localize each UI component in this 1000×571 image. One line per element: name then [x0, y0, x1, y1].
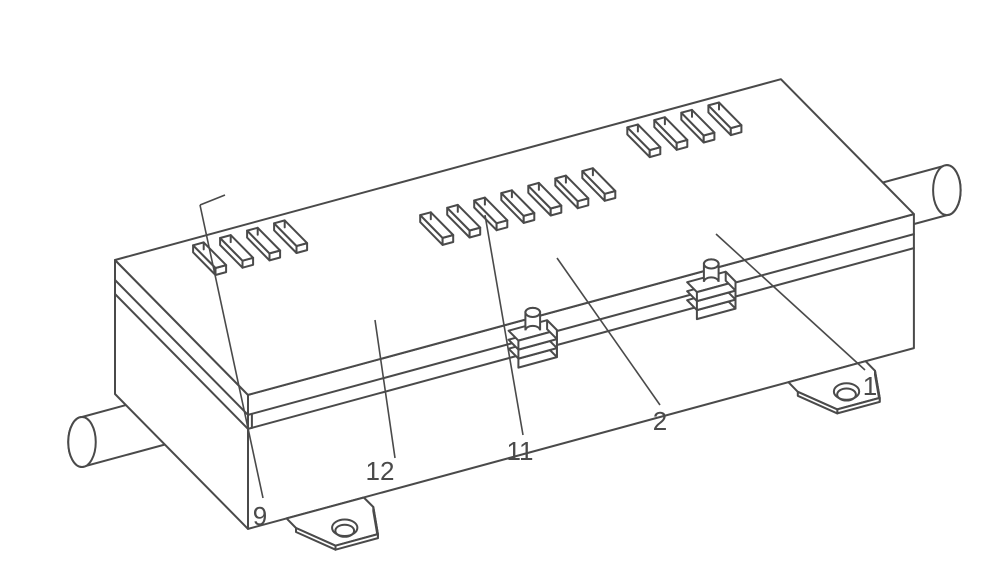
callout-12: 12 [366, 456, 395, 486]
callout-9: 9 [253, 501, 267, 531]
callout-2: 2 [653, 406, 667, 436]
callout-1: 1 [863, 371, 877, 401]
callout-11: 11 [507, 436, 534, 466]
